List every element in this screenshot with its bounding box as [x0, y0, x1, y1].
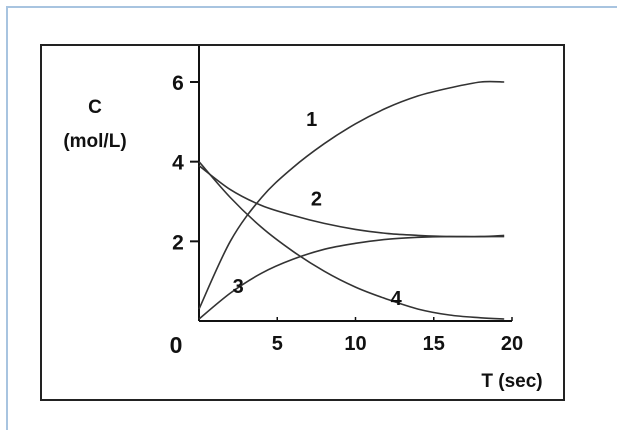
series-1-line: [198, 80, 505, 310]
x-tick-label-10: 10: [344, 333, 366, 355]
series-1-label: 1: [306, 109, 317, 131]
x-axis-title: T (sec): [481, 371, 542, 392]
series-3-line: [198, 234, 505, 320]
series-4-line: [198, 161, 505, 320]
series-2-line: [198, 165, 505, 238]
y-tick-label-2: 2: [172, 231, 184, 254]
y-axis-title-line2: (mol/L): [63, 131, 126, 152]
y-axis-title-line1: C: [88, 97, 102, 118]
tick-marks: [190, 81, 513, 321]
outer-border: [6, 6, 617, 430]
series-labels: 1 2 3 4: [233, 109, 403, 310]
origin-label: 0: [170, 332, 183, 358]
y-tick-label-6: 6: [172, 72, 184, 95]
series-2-label: 2: [311, 188, 322, 210]
x-tick-label-15: 15: [423, 333, 445, 355]
x-tick-label-5: 5: [272, 333, 283, 355]
data-series: [198, 80, 505, 320]
figure-frame: [40, 44, 565, 401]
y-tick-label-4: 4: [172, 152, 184, 175]
series-4-label: 4: [391, 288, 403, 310]
series-3-label: 3: [233, 276, 244, 298]
x-tick-label-20: 20: [501, 333, 523, 355]
